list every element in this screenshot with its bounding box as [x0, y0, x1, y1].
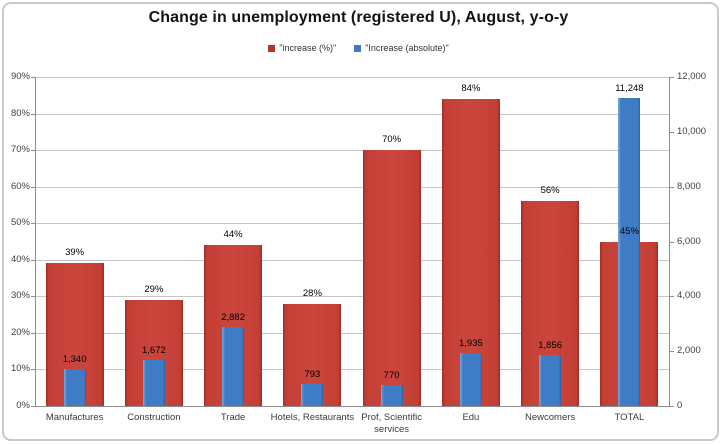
y-axis-right-tick-mark — [670, 77, 674, 78]
bar-value-label: 45% — [619, 225, 639, 237]
y-axis-left-tick-label: 0% — [16, 400, 30, 411]
y-axis-left-tick-label: 50% — [10, 217, 30, 229]
bar-value-label: 84% — [461, 82, 481, 94]
bar-value-label: 1,672 — [142, 345, 166, 357]
legend-label: "Increase (absolute)" — [365, 43, 449, 53]
bar-value-label: 11,248 — [615, 82, 644, 94]
y-axis-left-tick-mark — [31, 332, 35, 334]
bar-increase-abs — [539, 355, 562, 406]
bar-value-label: 2,882 — [221, 312, 245, 323]
y-axis-left-tick-mark — [31, 406, 35, 407]
bar-increase-abs — [142, 360, 165, 406]
y-axis-right-tick-label: 6,000 — [677, 235, 701, 247]
x-axis-category-label: Prof, Scientific services — [361, 412, 422, 436]
bar-increase-pct — [362, 150, 421, 406]
x-axis-line — [35, 406, 670, 407]
legend-item-increase-abs: "Increase (absolute)" — [354, 43, 449, 53]
legend-label: "increase (%)" — [279, 43, 337, 53]
gridline — [36, 223, 669, 225]
bar-value-label: 1,340 — [62, 354, 87, 366]
y-axis-right-tick-mark — [670, 186, 674, 188]
y-axis-left-tick-mark — [31, 296, 35, 298]
gridline — [36, 113, 669, 115]
y-axis-left-line — [35, 77, 36, 407]
x-axis-category-label: Trade — [220, 412, 246, 423]
bar-value-label: 56% — [540, 185, 560, 197]
bar-value-label: 39% — [65, 247, 85, 259]
bar-value-label: 28% — [302, 287, 322, 299]
bar-value-label: 770 — [383, 369, 400, 381]
y-axis-left-tick-label: 70% — [10, 144, 30, 156]
x-axis-category-label: Manufactures — [45, 412, 104, 423]
bar-increase-abs — [63, 369, 86, 406]
y-axis-right-tick-label: 2,000 — [677, 345, 701, 357]
chart-frame-border — [2, 2, 719, 441]
bar-value-label: 70% — [382, 134, 402, 146]
y-axis-right-tick-mark — [670, 351, 674, 353]
bar-increase-abs — [301, 384, 324, 406]
gridline — [36, 186, 669, 188]
bar-value-label: 29% — [144, 284, 164, 295]
y-axis-right-tick-mark — [670, 406, 674, 407]
y-axis-left-tick-mark — [31, 77, 35, 78]
x-axis-category-label: TOTAL — [614, 412, 645, 423]
bar-value-label: 1,856 — [538, 340, 562, 352]
y-axis-left-tick-label: 90% — [10, 71, 30, 82]
y-axis-right-tick-mark — [670, 296, 674, 298]
gridline — [36, 77, 669, 78]
y-axis-left-tick-mark — [31, 369, 35, 371]
y-axis-left-tick-label: 30% — [10, 290, 30, 302]
y-axis-left-tick-mark — [31, 259, 35, 261]
chart-legend: "increase (%)" "Increase (absolute)" — [0, 43, 717, 53]
x-axis-category-label: Newcomers — [525, 412, 576, 423]
y-axis-right-tick-label: 10,000 — [677, 125, 707, 137]
y-axis-right-line — [669, 77, 670, 407]
x-axis-category-label: Construction — [127, 412, 181, 423]
bar-increase-abs — [618, 97, 641, 406]
y-axis-left-tick-mark — [31, 113, 35, 115]
gridline — [36, 259, 669, 261]
y-axis-left-tick-mark — [31, 150, 35, 152]
y-axis-left-tick-label: 60% — [10, 180, 30, 192]
gridline — [36, 296, 669, 298]
y-axis-right-tick-label: 4,000 — [677, 290, 701, 302]
y-axis-left-tick-label: 40% — [10, 253, 30, 265]
legend-swatch-blue — [354, 44, 362, 52]
bar-increase-abs — [459, 352, 482, 406]
y-axis-right-tick-label: 12,000 — [677, 71, 707, 82]
bar-increase-abs — [380, 384, 403, 406]
y-axis-left-tick-mark — [31, 223, 35, 225]
y-axis-right-tick-label: 8,000 — [677, 180, 701, 192]
legend-item-increase-pct: "increase (%)" — [268, 43, 336, 53]
gridline — [36, 369, 669, 371]
bar-value-label: 1,935 — [459, 337, 483, 349]
y-axis-left-tick-label: 10% — [10, 363, 30, 375]
gridline — [36, 150, 669, 152]
y-axis-left-tick-mark — [31, 186, 35, 188]
bar-value-label: 44% — [223, 229, 243, 241]
gridline — [36, 332, 669, 334]
bar-increase-abs — [222, 327, 245, 406]
y-axis-right-tick-mark — [670, 241, 674, 243]
y-axis-left-tick-label: 80% — [10, 107, 30, 119]
y-axis-right-tick-label: 0 — [677, 400, 683, 411]
bar-value-label: 793 — [304, 369, 321, 381]
x-axis-category-label: Edu — [462, 412, 480, 423]
y-axis-left-tick-label: 20% — [10, 326, 30, 338]
chart-title: Change in unemployment (registered U), A… — [148, 9, 569, 26]
legend-swatch-red — [268, 44, 276, 52]
x-axis-category-label: Hotels, Restaurants — [270, 412, 355, 423]
y-axis-right-tick-mark — [670, 131, 674, 133]
